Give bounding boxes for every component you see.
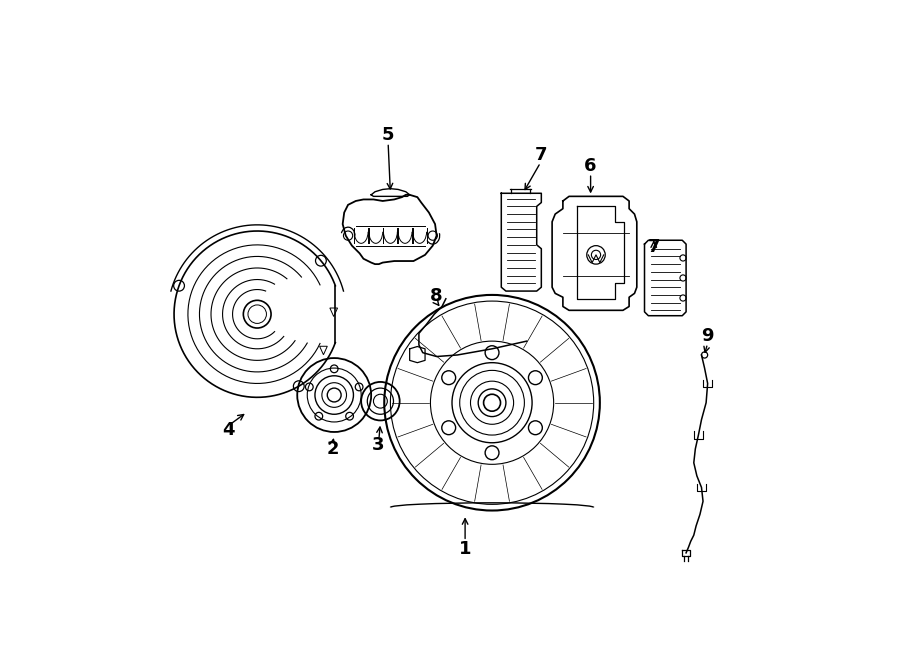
Text: 1: 1 — [459, 540, 472, 558]
Text: 4: 4 — [222, 420, 235, 439]
Text: 3: 3 — [372, 436, 384, 454]
Text: 2: 2 — [327, 440, 339, 458]
Circle shape — [293, 381, 304, 391]
Circle shape — [316, 255, 327, 266]
Text: 6: 6 — [584, 157, 597, 175]
Text: 7: 7 — [647, 238, 660, 256]
Text: 5: 5 — [382, 126, 394, 143]
Text: 7: 7 — [535, 146, 547, 164]
Circle shape — [174, 280, 184, 291]
Text: 9: 9 — [701, 327, 714, 345]
Text: 8: 8 — [430, 288, 443, 305]
